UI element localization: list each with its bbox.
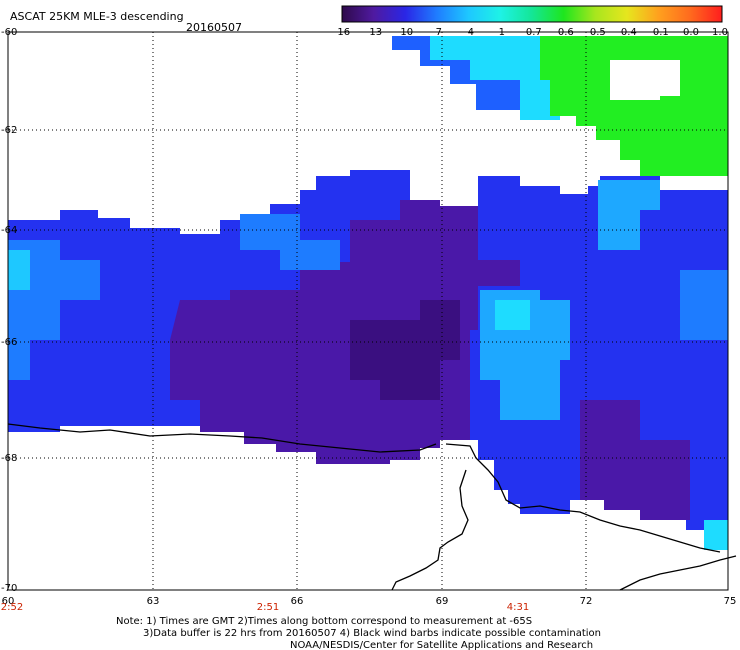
colorbar-label: -4 — [464, 27, 474, 38]
colorbar-label: -0.7 — [522, 27, 542, 38]
patch-southeast-cyan — [704, 520, 728, 550]
swath-northeast-green — [540, 36, 728, 176]
time-label: 4:31 — [507, 602, 529, 613]
colorbar-frame — [341, 5, 723, 23]
lat-label: -66 — [1, 337, 17, 348]
colorbar-labels: -16 -13 -10 -7 -4 -1 -0.7 -0.6 -0.5 -0.4… — [334, 27, 728, 38]
graticule — [8, 32, 728, 590]
notes: Note: 1) Times are GMT 2)Times along bot… — [116, 616, 601, 650]
coastline-south — [391, 469, 469, 591]
colorbar-label: -7 — [432, 27, 442, 38]
swath-core-dark — [350, 300, 460, 400]
lon-label: 72 — [580, 596, 593, 607]
colorbar-label: -0.6 — [554, 27, 574, 38]
date-title: 20160507 — [186, 21, 242, 34]
swath-northeast-gap — [610, 60, 680, 100]
coastline-southeast — [619, 555, 737, 591]
colorbar-label: -10 — [397, 27, 413, 38]
note-line: Note: 1) Times are GMT 2)Times along bot… — [116, 616, 532, 627]
lat-label: -62 — [1, 125, 17, 136]
time-label: 2:51 — [257, 602, 279, 613]
patch-north-light — [240, 214, 340, 270]
lat-label: -60 — [1, 27, 17, 38]
lon-label: 75 — [724, 596, 737, 607]
lon-label: 69 — [436, 596, 449, 607]
colorbar-label: -13 — [366, 27, 382, 38]
coastline-west — [7, 423, 437, 453]
patch-west-light — [8, 240, 100, 380]
patch-east-deep — [580, 400, 690, 520]
colorbar-label: -1 — [495, 27, 505, 38]
patch-east-light — [598, 180, 660, 250]
colorbar-label: 0.0 — [683, 27, 699, 38]
lon-label: 66 — [291, 596, 304, 607]
colorbar-label: -0.5 — [586, 27, 606, 38]
note-line: 3)Data buffer is 22 hrs from 20160507 4)… — [143, 628, 601, 639]
product-title: ASCAT 25KM MLE-3 descending — [10, 10, 184, 23]
colorbar — [342, 6, 722, 22]
lon-label: 63 — [147, 596, 160, 607]
patch-east-light2 — [680, 270, 728, 340]
time-label: 2:52 — [1, 602, 23, 613]
swath-northeast — [392, 36, 520, 110]
colorbar-label: -0.4 — [617, 27, 637, 38]
coastline — [7, 423, 737, 591]
lon-labels: 60 63 66 69 72 75 — [2, 596, 737, 607]
swath-northeast-cyan — [430, 36, 560, 120]
colorbar-gradient — [342, 6, 722, 22]
lon-label: 60 — [2, 596, 15, 607]
lat-label: -68 — [1, 453, 17, 464]
time-labels: 2:52 2:51 4:31 — [1, 602, 529, 613]
lat-labels: -60 -62 -64 -66 -68 -70 — [1, 27, 17, 594]
colorbar-label: -16 — [334, 27, 350, 38]
patch-west-cyan — [8, 250, 30, 290]
colorbar-label: -0.1 — [649, 27, 669, 38]
patch-center-cyan — [495, 300, 530, 330]
lat-label: -64 — [1, 225, 17, 236]
swath-layer — [8, 36, 728, 550]
colorbar-label: 1.0 — [712, 27, 728, 38]
map-frame — [7, 31, 729, 591]
coastline-amery — [445, 443, 721, 553]
lat-label: -70 — [1, 583, 17, 594]
note-line: NOAA/NESDIS/Center for Satellite Applica… — [290, 640, 593, 650]
